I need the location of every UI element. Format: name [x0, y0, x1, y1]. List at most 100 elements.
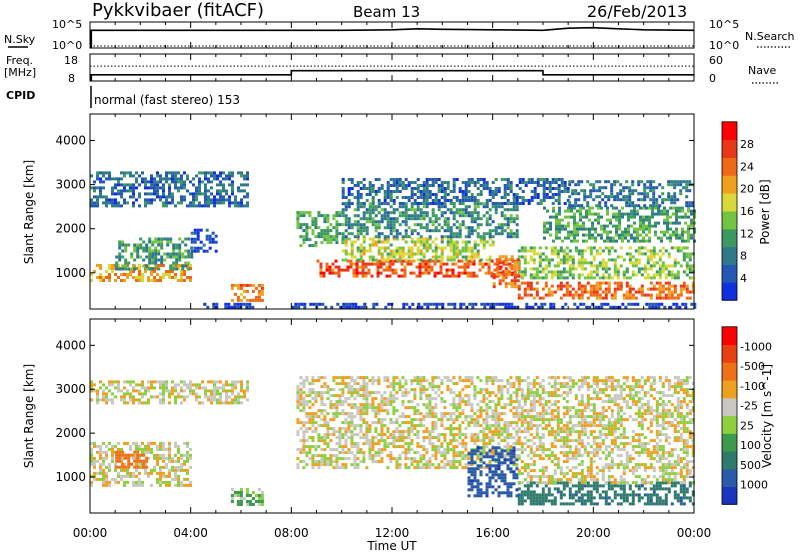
range-gate-cell — [395, 217, 399, 221]
range-gate-cell — [153, 270, 156, 273]
range-gate-cell — [610, 258, 614, 262]
range-gate-cell — [500, 214, 504, 218]
range-gate-cell — [398, 252, 402, 256]
range-gate-cell — [356, 199, 360, 202]
range-gate-cell — [491, 240, 495, 244]
range-gate-cell — [177, 483, 180, 487]
range-gate-cell — [673, 296, 677, 300]
range-gate-cell — [512, 232, 516, 236]
range-gate-cell — [368, 243, 372, 247]
range-gate-cell — [419, 208, 423, 212]
range-gate-cell — [144, 462, 147, 466]
range-gate-cell — [171, 465, 174, 469]
range-gate-cell — [424, 262, 428, 266]
range-gate-cell — [123, 483, 126, 487]
range-gate-cell — [347, 457, 351, 461]
range-gate-cell — [440, 424, 444, 428]
range-gate-cell — [410, 457, 414, 461]
range-gate-cell — [260, 491, 264, 494]
range-gate-cell — [138, 276, 141, 279]
range-gate-cell — [621, 233, 624, 237]
range-gate-cell — [576, 239, 579, 243]
range-gate-cell — [371, 237, 375, 241]
range-gate-cell — [589, 246, 593, 250]
range-gate-cell — [564, 209, 567, 213]
range-gate-cell — [586, 246, 590, 250]
range-gate-cell — [356, 220, 360, 224]
range-gate-cell — [469, 262, 473, 266]
freq-series-line — [90, 69, 694, 81]
range-gate-cell — [419, 421, 423, 425]
range-gate-cell — [120, 474, 123, 478]
range-gate-cell — [419, 235, 423, 239]
range-gate-cell — [183, 380, 186, 384]
range-gate-cell — [416, 460, 420, 464]
range-gate-cell — [574, 293, 578, 297]
range-gate-cell — [365, 403, 369, 407]
range-gate-cell — [479, 240, 483, 244]
range-gate-cell — [543, 236, 546, 240]
range-gate-cell — [428, 403, 432, 407]
range-gate-cell — [416, 430, 420, 434]
range-gate-cell — [431, 202, 435, 205]
range-gate-cell — [368, 439, 372, 443]
range-gate-cell — [215, 305, 219, 309]
range-gate-cell — [580, 267, 584, 271]
range-gate-cell — [443, 220, 447, 224]
range-gate-cell — [90, 441, 93, 445]
range-gate-cell — [458, 208, 462, 212]
range-gate-cell — [133, 450, 137, 454]
range-gate-cell — [667, 273, 671, 277]
range-gate-cell — [165, 483, 168, 487]
range-gate-cell — [536, 202, 540, 205]
range-gate-cell — [159, 483, 162, 487]
range-gate-cell — [425, 196, 429, 199]
range-gate-cell — [491, 196, 495, 199]
range-gate-cell — [594, 305, 598, 309]
range-gate-cell — [577, 296, 581, 300]
range-gate-cell — [144, 192, 147, 196]
range-gate-cell — [132, 195, 135, 199]
range-gate-cell — [556, 252, 560, 256]
range-gate-cell — [506, 184, 510, 187]
range-gate-cell — [398, 454, 402, 458]
range-gate-cell — [606, 302, 610, 306]
range-gate-cell — [577, 249, 581, 253]
range-gate-cell — [325, 265, 329, 269]
range-gate-cell — [383, 202, 387, 205]
range-gate-cell — [308, 457, 312, 461]
range-gate-cell — [347, 403, 351, 407]
range-gate-cell — [105, 398, 108, 402]
range-gate-cell — [458, 226, 462, 230]
range-gate-cell — [598, 293, 602, 297]
range-gate-cell — [658, 264, 662, 268]
range-gate-cell — [431, 229, 435, 233]
range-gate-cell — [434, 454, 438, 458]
range-gate-cell — [219, 398, 222, 402]
range-gate-cell — [616, 255, 620, 259]
range-gate-cell — [417, 305, 421, 309]
range-gate-cell — [314, 400, 318, 404]
range-gate-cell — [642, 236, 645, 240]
range-gate-cell — [568, 284, 572, 288]
range-gate-cell — [177, 189, 180, 193]
range-gate-cell — [296, 217, 300, 221]
range-gate-cell — [214, 234, 218, 238]
range-gate-cell — [400, 268, 404, 272]
range-gate-cell — [302, 409, 306, 413]
range-gate-cell — [642, 215, 645, 219]
range-gate-cell — [443, 436, 447, 440]
range-gate-cell — [148, 255, 152, 259]
range-gate-cell — [198, 180, 201, 184]
range-gate-cell — [551, 178, 555, 181]
range-gate-cell — [452, 463, 456, 467]
range-gate-cell — [428, 258, 432, 262]
range-gate-cell — [374, 178, 378, 181]
range-gate-cell — [186, 453, 189, 457]
range-gate-cell — [130, 462, 134, 466]
range-gate-cell — [108, 398, 111, 402]
range-gate-cell — [530, 178, 534, 181]
range-gate-cell — [174, 383, 177, 387]
range-gate-cell — [359, 232, 363, 236]
range-gate-cell — [517, 255, 521, 259]
